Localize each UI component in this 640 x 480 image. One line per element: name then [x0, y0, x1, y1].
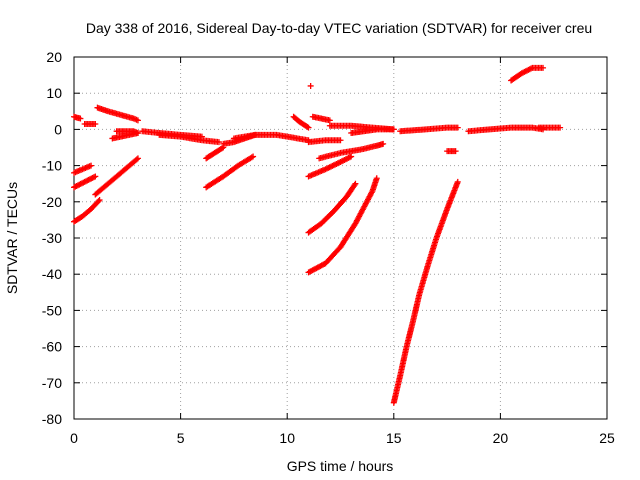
y-tick-label: -20 [42, 194, 62, 210]
data-point [96, 196, 103, 203]
data-point [134, 155, 141, 162]
data-point [326, 117, 333, 124]
data-point [219, 145, 226, 152]
series-track-21 [305, 180, 359, 236]
series-track-18 [309, 113, 333, 124]
data-point [557, 124, 564, 131]
series-track-9 [71, 173, 99, 191]
data-point [348, 153, 355, 160]
series-track-11 [71, 196, 103, 225]
series-track-26 [390, 178, 461, 406]
y-tick-label: 20 [46, 49, 62, 65]
x-tick-label: 10 [279, 430, 295, 446]
x-tick-label: 5 [177, 430, 185, 446]
y-tick-label: -40 [42, 266, 62, 282]
data-point [305, 124, 312, 131]
y-axis-label: SDTVAR / TECUs [4, 182, 20, 294]
series-track-30 [535, 124, 564, 131]
data-point [215, 139, 222, 146]
x-tick-label: 0 [70, 430, 78, 446]
series-track-29 [465, 124, 547, 135]
series-track-2 [81, 120, 99, 127]
data-point [307, 82, 314, 89]
y-tick-label: -30 [42, 230, 62, 246]
series-track-28 [444, 148, 459, 155]
series-track-10 [92, 155, 141, 198]
series-track-19 [305, 137, 344, 146]
series-track-20 [305, 153, 355, 180]
y-tick-label: -70 [42, 375, 62, 391]
series-track-27 [397, 124, 461, 135]
series-track-3 [94, 104, 141, 124]
data-point [351, 181, 358, 188]
data-point [337, 137, 344, 144]
data-point [528, 65, 535, 72]
data-point [346, 154, 353, 161]
data-point [88, 162, 95, 169]
x-tick-label: 15 [386, 430, 402, 446]
series-track-13 [203, 153, 257, 191]
y-tick-label: -60 [42, 339, 62, 355]
data-point [452, 148, 459, 155]
y-tick-label: -50 [42, 302, 62, 318]
data-point [380, 140, 387, 147]
data-point [540, 64, 547, 71]
data-point [304, 123, 311, 130]
series-track-23 [316, 140, 387, 162]
series-track-25 [348, 126, 397, 137]
data-point [92, 173, 99, 180]
x-tick-label: 20 [493, 430, 509, 446]
series-track-7 [156, 131, 222, 146]
data-point [373, 175, 380, 182]
data-point [92, 120, 99, 127]
data-point [250, 153, 257, 160]
y-tick-label: -10 [42, 158, 62, 174]
y-tick-label: 10 [46, 85, 62, 101]
series-track-16 [290, 113, 312, 131]
series-track-31 [508, 64, 547, 84]
data-point [454, 124, 461, 131]
data-point [134, 117, 141, 124]
x-tick-label: 25 [599, 430, 615, 446]
data-point [454, 178, 461, 185]
data-point [352, 180, 359, 187]
series-track-8 [71, 162, 95, 176]
tick-layer: 0 5 10 15 20 25 20 10 0 -10 -20 -30 -40 -50 -60 -70 -80 [42, 49, 615, 446]
data-point [77, 115, 84, 122]
data-point [134, 130, 141, 137]
plot-frame [73, 56, 608, 420]
series-track-5 [113, 128, 141, 137]
series-track-15 [230, 131, 312, 144]
x-axis-label: GPS time / hours [287, 458, 394, 474]
series-track-17 [307, 82, 314, 89]
series-track-22 [305, 175, 380, 276]
data-point [133, 156, 140, 163]
data-point [390, 126, 397, 133]
chart-title: Day 338 of 2016, Sidereal Day-to-day VTE… [86, 20, 592, 36]
data-point [90, 174, 97, 181]
y-tick-label: 0 [54, 121, 62, 137]
grid-layer [74, 57, 607, 419]
series-track-12 [203, 144, 227, 162]
y-tick-label: -80 [42, 411, 62, 427]
series-track-1 [71, 113, 84, 122]
points-layer [71, 64, 564, 406]
data-point [95, 198, 102, 205]
